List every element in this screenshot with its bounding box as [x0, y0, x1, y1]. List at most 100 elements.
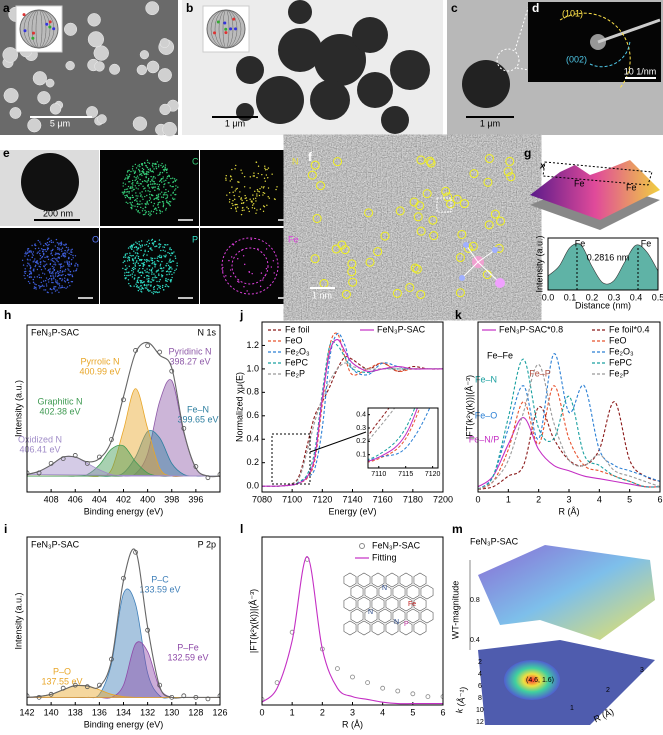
eds-dot — [136, 249, 138, 251]
eds-dot — [274, 198, 276, 201]
eds-dot — [173, 178, 176, 180]
eds-dot — [159, 254, 161, 257]
sphere — [278, 28, 322, 72]
eds-dot — [238, 195, 240, 198]
eds-dot — [153, 261, 156, 263]
eds-dot — [70, 258, 73, 261]
sphere — [146, 60, 160, 74]
eds-dot — [59, 267, 62, 269]
eds-dot — [171, 186, 173, 188]
eds-dot — [48, 277, 51, 280]
y-tick-label: 0.4 — [356, 412, 366, 419]
eds-dot — [135, 209, 138, 211]
y-tick-label: 0.0 — [246, 481, 259, 491]
eds-dot — [58, 242, 60, 245]
eds-dot — [52, 273, 54, 275]
eds-dot — [68, 273, 70, 276]
data-point — [27, 693, 30, 699]
eds-dot — [34, 265, 36, 268]
eds-dot — [165, 197, 167, 200]
eds-dot — [57, 256, 60, 259]
x-tick: 12 — [476, 719, 484, 726]
eds-dot — [157, 206, 160, 208]
eds-dot — [134, 171, 136, 174]
eds-dot — [46, 249, 49, 251]
eds-dot — [168, 273, 171, 275]
eds-dot — [140, 271, 142, 273]
eds-dot — [128, 190, 130, 193]
eds-dot — [126, 171, 129, 173]
eds-dot — [257, 190, 259, 192]
atom — [229, 27, 233, 31]
eds-dot — [157, 202, 160, 204]
eds-dot — [26, 274, 29, 277]
eds-dot — [129, 186, 132, 188]
eds-dot — [257, 172, 259, 175]
eds-dot — [154, 257, 156, 260]
eds-dot — [152, 187, 154, 189]
data-point — [410, 691, 416, 697]
y-axis-label: Intensity (a.u.) — [13, 592, 23, 649]
eds-dot — [150, 183, 152, 185]
eds-dot — [138, 267, 141, 270]
eds-dot — [45, 242, 47, 245]
eds-dot — [48, 281, 50, 283]
eds-dot — [71, 281, 74, 283]
eds-dot — [64, 277, 66, 279]
single-atom — [416, 155, 426, 165]
eds-dot — [141, 174, 143, 177]
eds-dot — [149, 198, 152, 200]
eds-dot — [124, 189, 126, 191]
eds-dot — [141, 244, 143, 246]
eds-dot — [165, 254, 167, 256]
eds-dot — [261, 173, 263, 176]
y-tick-label: 1.0 — [246, 363, 259, 373]
eds-dot — [36, 268, 39, 271]
eds-dot — [130, 170, 132, 173]
eds-dot — [57, 272, 60, 275]
annotation: Fe–N/P — [469, 434, 500, 444]
single-atom — [484, 154, 494, 164]
eds-dot — [152, 292, 155, 295]
hexagon — [364, 608, 378, 624]
eds-dot — [162, 177, 164, 180]
eds-dot — [34, 247, 37, 250]
eds-dot — [58, 244, 60, 246]
eds-dot — [170, 281, 172, 283]
eds-dot — [137, 182, 139, 184]
eds-dot — [160, 256, 163, 259]
eds-dot — [67, 268, 69, 270]
x-tick-label: 134 — [116, 707, 131, 717]
eds-dot — [131, 186, 133, 188]
eds-dot — [44, 280, 47, 282]
eds-dot — [131, 168, 134, 170]
x-tick-label: 128 — [188, 707, 203, 717]
single-atom — [503, 167, 513, 177]
eds-dot — [136, 205, 139, 208]
eds-dot — [59, 277, 62, 280]
eds-dot — [151, 271, 153, 273]
eds-dot — [134, 268, 136, 270]
legend-label: Fe₂P — [285, 368, 305, 378]
eds-dot — [270, 266, 273, 268]
eds-dot — [124, 272, 126, 274]
eds-dot — [266, 168, 268, 171]
eds-dot — [251, 207, 254, 209]
eds-dot — [132, 260, 135, 262]
eds-dot — [69, 265, 71, 267]
eds-dot — [146, 271, 149, 273]
eds-dot — [36, 276, 39, 278]
eds-dot — [151, 180, 154, 182]
eds-dot — [128, 257, 131, 259]
panel-label: c — [451, 1, 458, 15]
eds-dot — [168, 271, 170, 273]
y-axis-label: |FT(k²χ(k))|(Å⁻³) — [464, 375, 474, 439]
x-axis-label: R (Å) — [342, 719, 363, 729]
legend-label: FePC — [609, 357, 633, 367]
eds-dot — [126, 188, 129, 190]
eds-dot — [168, 182, 170, 184]
eds-dot — [268, 197, 271, 199]
eds-dot — [141, 282, 143, 284]
eds-dot — [158, 173, 161, 176]
